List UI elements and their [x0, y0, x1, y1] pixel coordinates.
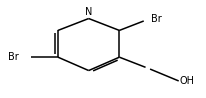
Text: OH: OH: [180, 76, 195, 86]
Text: Br: Br: [8, 52, 19, 62]
Text: Br: Br: [151, 14, 162, 24]
Text: N: N: [85, 7, 92, 17]
